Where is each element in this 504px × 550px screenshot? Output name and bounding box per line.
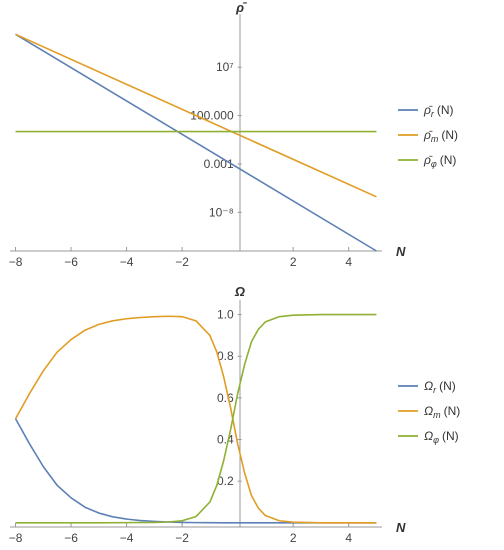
top-series [15,33,377,252]
top-y-tick-label: 0.001 [204,157,234,171]
top-x-axis: −8 −6 −4 −2 2 4 N [9,244,406,269]
bottom-x-tick-label: −2 [175,531,189,545]
bottom-y-tick-label: 0.8 [217,349,234,363]
bottom-legend: Ωr (N) Ωm (N) Ωφ (N) [398,379,460,445]
top-x-axis-label: N [396,244,406,259]
bottom-series-line-phi [15,313,377,524]
top-legend-item-phi: ρ̄φ (N) [398,153,456,169]
top-x-tick-label: −6 [64,255,78,269]
bottom-y-tick-label: 1.0 [217,308,234,322]
bottom-y-axis-label: Ω [234,284,245,299]
bottom-legend-label: Ωm (N) [424,404,460,420]
top-x-ticks: −8 −6 −4 −2 2 4 [9,247,352,269]
bottom-legend-item-m: Ωm (N) [398,404,460,420]
bottom-legend-label: Ωφ (N) [424,429,459,445]
bottom-x-axis-label: N [396,520,406,535]
bottom-series [14,313,377,524]
top-x-tick-label: −4 [120,255,134,269]
bottom-y-tick-label: 0.2 [217,474,234,488]
bottom-y-tick-label: 0.6 [217,391,234,405]
bottom-y-ticks: 0.2 0.4 0.6 0.8 1.0 [217,308,242,488]
bottom-x-tick-label: 4 [345,531,352,545]
top-x-tick-label: −8 [9,255,23,269]
bottom-series-line-m [14,315,377,524]
bottom-x-axis: −8 −6 −4 −2 2 4 N [9,520,406,545]
top-legend: ρ̄r (N) ρ̄m (N) ρ̄φ (N) [398,103,458,169]
top-y-axis-label: ρ̄ [235,0,248,15]
top-legend-item-m: ρ̄m (N) [398,128,458,144]
top-legend-label: ρ̄φ (N) [423,153,456,169]
bottom-x-tick-label: −6 [64,531,78,545]
top-y-tick-label: 100.000 [190,109,234,123]
top-series-line-m [15,33,377,198]
bottom-x-ticks: −8 −6 −4 −2 2 4 [9,523,352,545]
top-x-tick-label: 2 [290,255,297,269]
bottom-y-tick-label: 0.4 [217,433,234,447]
bottom-series-line-r [14,418,377,524]
bottom-x-tick-label: −4 [120,531,134,545]
bottom-legend-label: Ωr (N) [424,379,456,395]
top-legend-item-r: ρ̄r (N) [398,103,454,119]
top-series-line-r [15,33,377,252]
bottom-legend-item-r: Ωr (N) [398,379,456,395]
top-legend-label: ρ̄r (N) [423,103,454,119]
bottom-x-tick-label: 2 [290,531,297,545]
bottom-chart: −8 −6 −4 −2 2 4 N 0.2 0.4 0.6 0.8 1.0 Ω Ωr (N) Ωm (N… [9,284,461,545]
bottom-legend-item-phi: Ωφ (N) [398,429,459,445]
top-x-tick-label: 4 [345,255,352,269]
top-y-tick-label: 10⁷ [216,60,234,74]
bottom-x-tick-label: −8 [9,531,23,545]
top-y-ticks: 10⁷ 100.000 0.001 10⁻⁸ [190,60,242,219]
top-chart: −8 −6 −4 −2 2 4 N 10⁷ 100.000 0.001 10⁻⁸ ρ̄ ρ̄r(… [9,0,458,269]
top-x-tick-label: −2 [175,255,189,269]
bottom-y-axis: 0.2 0.4 0.6 0.8 1.0 Ω [217,284,245,527]
top-legend-label: ρ̄m (N) [423,128,458,144]
top-y-tick-label: 10⁻⁸ [209,205,234,219]
